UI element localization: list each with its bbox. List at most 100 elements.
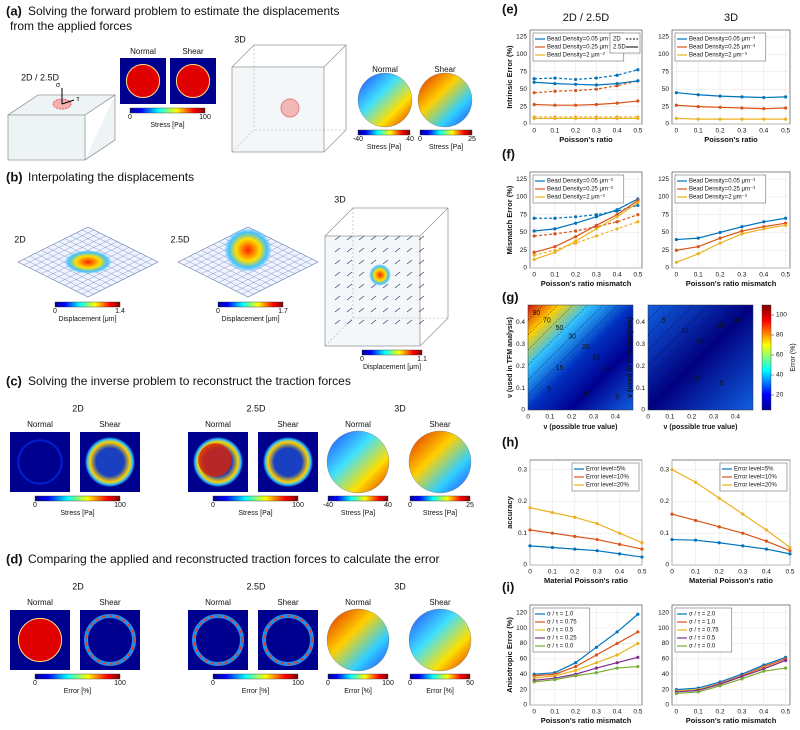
data-point (694, 480, 698, 484)
series-line (534, 631, 639, 677)
data-point (532, 680, 536, 684)
y-tick-label: 0 (523, 702, 527, 709)
label: Shear (182, 47, 204, 56)
data-point (553, 116, 557, 121)
colorbar (217, 301, 284, 308)
colorbar-label: Stress [Pa] (429, 144, 463, 151)
vector (382, 247, 389, 253)
series-line (676, 92, 786, 99)
colorbar-label: Stress [Pa] (367, 144, 401, 151)
contour-label: 20 (718, 323, 726, 330)
sphere-map (326, 430, 390, 494)
legend-label: σ / τ = 2.0 (689, 612, 716, 618)
vector (394, 295, 401, 301)
colorbar-tick: 100 (114, 502, 126, 509)
colorbar-tick: 0 (128, 114, 132, 121)
vector (334, 259, 341, 265)
colorbar-tick: 40 (384, 502, 392, 509)
y-tick-label: 0.3 (636, 341, 645, 348)
legend-label: σ / τ = 0.75 (689, 628, 719, 634)
colorbar-tick: 0 (211, 680, 215, 687)
panel-label: (h) (502, 434, 519, 449)
x-tick-label: 0.5 (633, 272, 642, 279)
data-point (670, 512, 674, 516)
panel-title: Interpolating the displacements (28, 170, 194, 184)
contour-label: 10 (603, 367, 611, 374)
data-point (573, 534, 577, 538)
x-tick-label: 0 (670, 569, 674, 576)
y-tick-label: 125 (516, 34, 527, 41)
data-point (532, 91, 536, 95)
series-line (676, 224, 786, 263)
vector (346, 319, 353, 325)
series-line (676, 104, 786, 110)
data-point (550, 545, 555, 550)
colorbar-tick: 100 (199, 114, 211, 121)
data-point (553, 250, 557, 254)
label: Normal (27, 598, 53, 607)
vector (358, 271, 365, 277)
legend-label: 2D (613, 37, 621, 43)
vector (406, 247, 413, 253)
data-point (532, 253, 536, 257)
data-point (696, 252, 700, 256)
view-title: 3D (234, 34, 246, 44)
series-line (533, 202, 639, 261)
x-tick-label: 0.5 (633, 709, 642, 716)
y-tick-label: 75 (662, 68, 670, 75)
data-point (718, 684, 722, 688)
x-axis-label: Poisson's ratio (559, 135, 613, 144)
contour-line (527, 304, 589, 366)
colorbar-label: Stress [Pa] (423, 510, 457, 517)
colorbar-tick: 40 (406, 136, 414, 143)
data-point (674, 91, 678, 95)
contour-label: 5 (547, 386, 551, 393)
y-tick-label: 100 (516, 625, 527, 632)
column-title: 2D / 2.5D (563, 12, 610, 24)
colorbar-tick: 100 (114, 680, 126, 687)
y-tick-label: 0.3 (518, 466, 527, 473)
colorbar-label: Error [%] (426, 688, 454, 695)
y-tick-label: 100 (658, 51, 669, 58)
colorbar-tick: 1.1 (417, 356, 427, 363)
legend-box (609, 32, 641, 54)
contour-line (527, 304, 559, 336)
colorbar (419, 129, 473, 136)
data-point (615, 630, 619, 634)
vector (358, 319, 365, 325)
x-tick-label: 0.4 (613, 709, 622, 716)
legend-label: σ / τ = 0.75 (547, 620, 577, 626)
label: Shear (99, 598, 121, 607)
view-title: 2D / 2.5D (21, 72, 60, 82)
y-tick-label: 20 (520, 686, 528, 693)
x-axis-label: ν (possible true value) (544, 424, 618, 431)
vector (370, 247, 377, 253)
series-line (529, 529, 643, 550)
label: Normal (372, 65, 398, 74)
vector (334, 235, 341, 241)
vector (418, 295, 425, 301)
data-point (636, 99, 640, 103)
heatmap-ring (263, 615, 313, 665)
data-point (615, 641, 619, 646)
vector (382, 319, 389, 325)
contour-label: 5 (662, 318, 666, 325)
colorbar-tick: 0 (53, 308, 57, 315)
data-point (764, 547, 769, 551)
panel-title: Solving the inverse problem to reconstru… (28, 374, 351, 388)
data-point (636, 116, 640, 121)
panel-title: Solving the forward problem to estimate … (28, 4, 340, 18)
data-point (740, 225, 744, 229)
y-tick-label: 75 (520, 211, 528, 218)
vector (394, 283, 401, 289)
contour-line (647, 304, 724, 381)
x-tick-label: 0.4 (611, 414, 620, 421)
colorbar-tick: 40 (776, 372, 784, 379)
vector (334, 319, 341, 325)
data-point (532, 77, 536, 81)
data-point (532, 250, 536, 254)
data-point (636, 68, 640, 72)
y-tick-label: 25 (662, 247, 670, 254)
colorbar-tick: 0 (216, 308, 220, 315)
arrow (61, 99, 75, 105)
